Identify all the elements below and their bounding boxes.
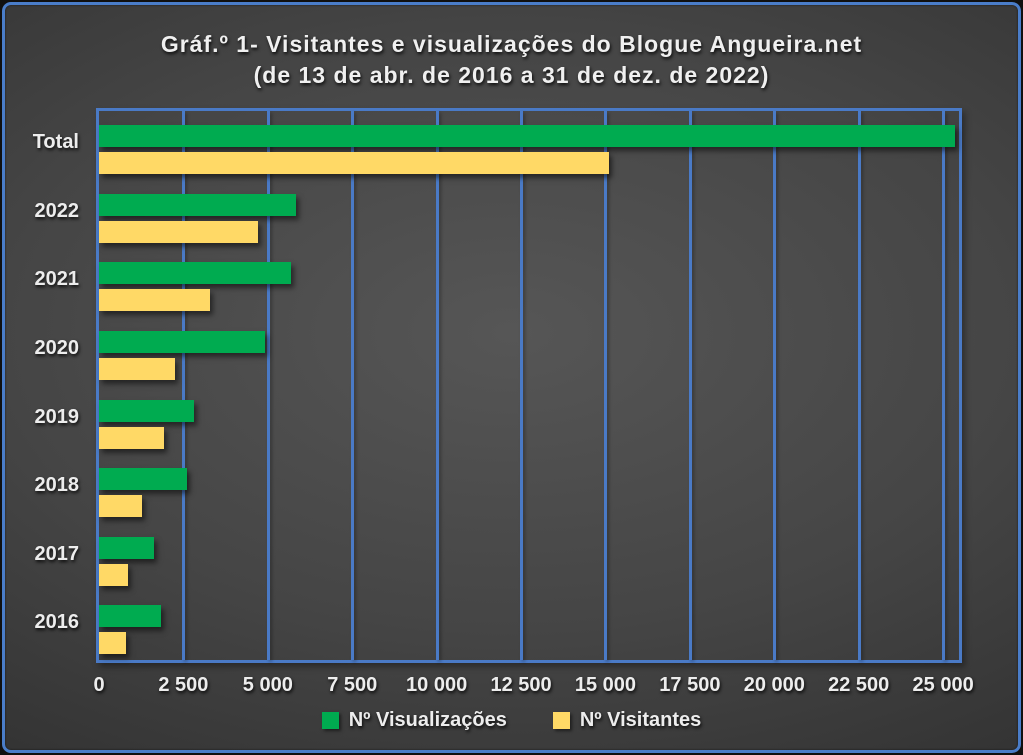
bar-visitantes-2022 xyxy=(99,220,258,243)
bar-visitantes-2020 xyxy=(99,357,175,380)
bar-visualizacoes-total xyxy=(99,125,955,147)
x-axis-label-22500: 22 500 xyxy=(828,674,890,696)
bar-visitantes-2019 xyxy=(99,426,165,449)
bar-visualizacoes-2021 xyxy=(99,262,292,285)
gridline-20000 xyxy=(773,111,777,660)
gridline-25000 xyxy=(942,111,946,660)
bar-visitantes-total xyxy=(99,152,609,174)
bar-visitantes-2018 xyxy=(99,495,142,518)
bar-row-2016 xyxy=(99,591,959,660)
gridline-12500 xyxy=(520,111,524,660)
bar-visualizacoes-2017 xyxy=(99,536,155,559)
y-axis-label-2022: 2022 xyxy=(34,199,80,222)
legend: Nº Visualizações Nº Visitantes xyxy=(5,709,1018,732)
legend-label-visualizacoes: Nº Visualizações xyxy=(348,709,507,731)
gridline-15000 xyxy=(604,111,608,660)
y-axis-label-2020: 2020 xyxy=(34,336,80,359)
x-axis-label-10000: 10 000 xyxy=(406,674,468,696)
gridline-17500 xyxy=(688,111,692,660)
bar-visitantes-2017 xyxy=(99,563,128,586)
plot-area xyxy=(96,108,962,663)
legend-item-visualizacoes: Nº Visualizações xyxy=(321,709,507,732)
bar-row-total xyxy=(99,111,959,180)
y-axis-label-2016: 2016 xyxy=(34,611,80,634)
legend-label-visitantes: Nº Visitantes xyxy=(579,709,702,731)
bar-visitantes-2016 xyxy=(99,632,126,655)
bar-visitantes-2021 xyxy=(99,289,211,312)
y-axis-label-total: Total xyxy=(32,131,79,153)
bar-row-2021 xyxy=(99,248,959,317)
bar-row-2018 xyxy=(99,454,959,523)
legend-item-visitantes: Nº Visitantes xyxy=(552,709,702,732)
bar-row-2019 xyxy=(99,386,959,455)
y-axis-label-2018: 2018 xyxy=(34,474,80,497)
x-axis-label-2500: 2 500 xyxy=(158,674,209,696)
chart-subtitle: (de 13 de abr. de 2016 a 31 de dez. de 2… xyxy=(253,62,770,88)
gridline-10000 xyxy=(435,111,439,660)
gridline-7500 xyxy=(351,111,355,660)
legend-swatch-visitantes-icon xyxy=(552,712,570,729)
x-axis-label-20000: 20 000 xyxy=(743,674,805,696)
chart-title: Gráf.º 1- Visitantes e visualizações do … xyxy=(160,31,863,57)
x-axis-label-12500: 12 500 xyxy=(490,674,552,696)
y-axis-label-2017: 2017 xyxy=(34,542,80,565)
bar-visualizacoes-2019 xyxy=(99,399,195,422)
gridline-5000 xyxy=(266,111,270,660)
bar-row-2020 xyxy=(99,317,959,386)
bar-visualizacoes-2018 xyxy=(99,468,188,491)
x-axis-label-7500: 7 500 xyxy=(327,674,378,696)
bar-row-2022 xyxy=(99,180,959,249)
x-axis-label-25000: 25 000 xyxy=(912,674,974,696)
bar-visualizacoes-2020 xyxy=(99,330,266,353)
y-axis-label-2019: 2019 xyxy=(34,405,80,428)
y-axis-label-2021: 2021 xyxy=(34,268,80,291)
legend-swatch-visualizacoes-icon xyxy=(321,712,339,729)
bar-row-2017 xyxy=(99,523,959,592)
x-axis-label-0: 0 xyxy=(93,674,105,696)
chart-title-block: Gráf.º 1- Visitantes e visualizações do … xyxy=(5,29,1018,91)
x-axis-label-5000: 5 000 xyxy=(242,674,293,696)
gridline-2500 xyxy=(182,111,186,660)
bar-visualizacoes-2016 xyxy=(99,605,161,628)
x-axis-label-15000: 15 000 xyxy=(574,674,637,696)
gridline-22500 xyxy=(857,111,861,660)
x-axis-label-17500: 17 500 xyxy=(659,674,721,696)
bar-visualizacoes-2022 xyxy=(99,193,296,216)
